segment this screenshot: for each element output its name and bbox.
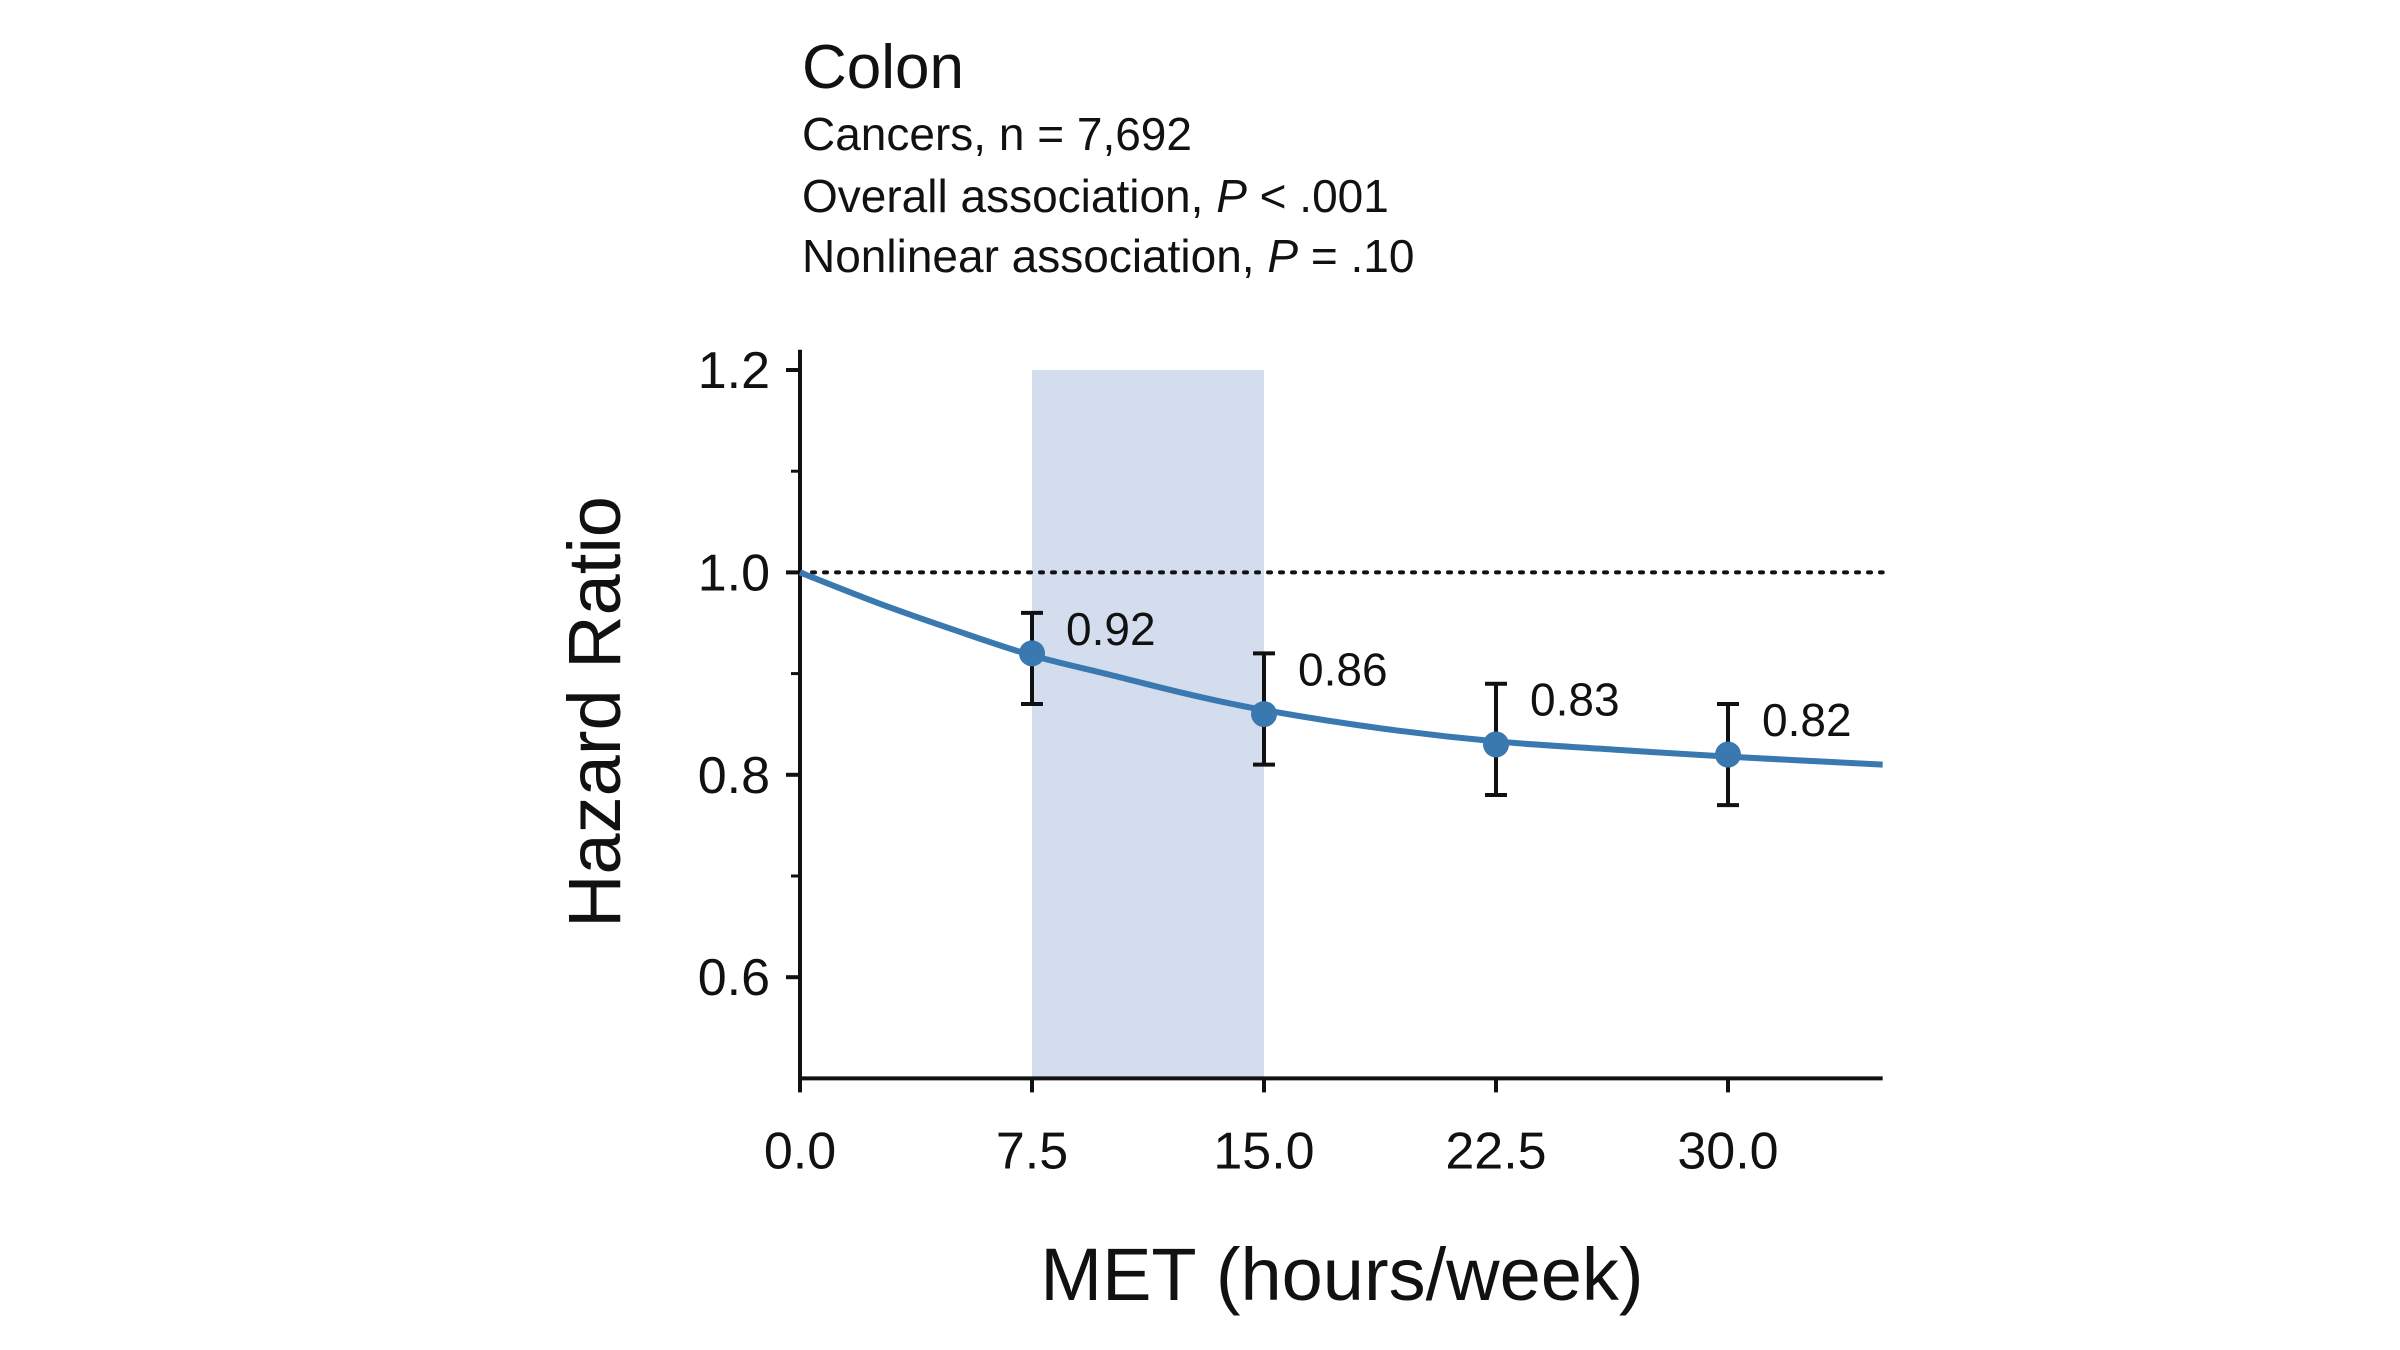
data-label: 0.82	[1762, 694, 1852, 746]
data-point	[1715, 741, 1741, 768]
data-label: 0.92	[1066, 603, 1156, 655]
x-tick-label: 30.0	[1677, 1122, 1778, 1180]
y-tick-label: 1.0	[698, 544, 770, 602]
data-label: 0.83	[1530, 674, 1620, 726]
subtitle-line-2: Overall association, P < .001	[802, 170, 1389, 222]
subtitle-line-3: Nonlinear association, P = .10	[802, 230, 1414, 282]
y-tick-label: 0.8	[698, 747, 770, 805]
x-tick-label: 0.0	[764, 1122, 836, 1180]
y-tick-label: 1.2	[698, 342, 770, 400]
x-tick-label: 7.5	[996, 1122, 1068, 1180]
data-point	[1019, 640, 1045, 667]
shaded-region	[1032, 370, 1264, 1079]
plot-area: 0.6 0.8 1.0 1.2 0.0 7.5 15.0 22.5 30.0 0.92 0.86 0.…	[698, 342, 1885, 1180]
x-tick-label: 15.0	[1213, 1122, 1314, 1180]
data-point	[1483, 731, 1509, 758]
data-label: 0.86	[1298, 643, 1388, 695]
subtitle-line-1: Cancers, n = 7,692	[802, 108, 1192, 160]
data-point	[1251, 701, 1277, 728]
chart-title: Colon	[802, 33, 964, 102]
x-axis-label: MET (hours/week)	[1040, 1233, 1643, 1316]
y-tick-label: 0.6	[698, 949, 770, 1007]
y-axis-label: Hazard Ratio	[553, 496, 636, 928]
x-tick-label: 22.5	[1445, 1122, 1546, 1180]
